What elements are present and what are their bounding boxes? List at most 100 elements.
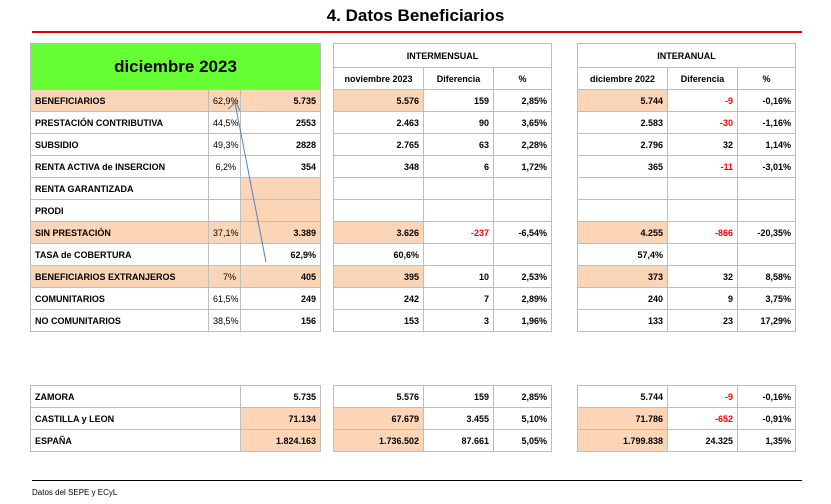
reference-value: 5.744 bbox=[577, 385, 668, 408]
col-header: noviembre 2023 bbox=[333, 67, 424, 90]
difference-value bbox=[667, 177, 738, 200]
table-row: COMUNITARIOS 61,5% 249 bbox=[30, 287, 321, 310]
table-row: ZAMORA 5.735 bbox=[30, 385, 321, 408]
table-row: 2.765 63 2,28% bbox=[333, 133, 553, 156]
row-value: 249 bbox=[240, 287, 321, 310]
row-label: RENTA ACTIVA de INSERCION bbox=[30, 155, 209, 178]
reference-value: 1.799.838 bbox=[577, 429, 668, 452]
reference-value bbox=[333, 199, 424, 222]
reference-value: 395 bbox=[333, 265, 424, 288]
percent-change: 1,14% bbox=[737, 133, 796, 156]
row-value: 5.735 bbox=[240, 89, 321, 112]
region-value: 5.735 bbox=[240, 385, 321, 408]
difference-value: 24.325 bbox=[667, 429, 738, 452]
reference-value: 373 bbox=[577, 265, 668, 288]
reference-value: 133 bbox=[577, 309, 668, 332]
row-value bbox=[240, 199, 321, 222]
table-row: TASA de COBERTURA 62,9% bbox=[30, 243, 321, 266]
reference-value: 5.576 bbox=[333, 385, 424, 408]
row-value bbox=[240, 177, 321, 200]
left-table: diciembre 2023 BENEFICIARIOS 62,9% 5.735 PR… bbox=[30, 43, 321, 332]
difference-value: -9 bbox=[667, 89, 738, 112]
percent-change: 8,58% bbox=[737, 265, 796, 288]
table-row: RENTA ACTIVA de INSERCION 6,2% 354 bbox=[30, 155, 321, 178]
percent-change bbox=[492, 199, 553, 222]
reference-value: 57,4% bbox=[577, 243, 668, 266]
reference-value: 67.679 bbox=[333, 407, 424, 430]
percent-change: -0,16% bbox=[737, 385, 796, 408]
reference-value: 3.626 bbox=[333, 221, 424, 244]
table-row: 1.736.502 87.661 5,05% bbox=[333, 429, 552, 452]
difference-value: 87.661 bbox=[423, 429, 494, 452]
row-label: SIN PRESTACIÓN bbox=[30, 221, 209, 244]
percent-change: -6,54% bbox=[492, 221, 553, 244]
table-row: SUBSIDIO 49,3% 2828 bbox=[30, 133, 321, 156]
percent-change bbox=[492, 243, 553, 266]
table-row: 153 3 1,96% bbox=[333, 309, 553, 332]
table-row: 365 -11 -3,01% bbox=[577, 155, 796, 178]
interanual-region-table: 5.744 -9 -0,16% 71.786 -652 -0,91% 1.799.838 24… bbox=[577, 385, 796, 452]
difference-value: -652 bbox=[667, 407, 738, 430]
percent-change: -0,16% bbox=[737, 89, 796, 112]
percent-change bbox=[737, 199, 796, 222]
difference-value: -11 bbox=[667, 155, 738, 178]
region-value: 1.824.163 bbox=[240, 429, 321, 452]
difference-value: 9 bbox=[667, 287, 738, 310]
table-row: PRODI bbox=[30, 199, 321, 222]
reference-value: 153 bbox=[333, 309, 424, 332]
percent-change: -3,01% bbox=[737, 155, 796, 178]
table-row: 71.786 -652 -0,91% bbox=[577, 407, 796, 430]
percent-change: -0,91% bbox=[737, 407, 796, 430]
row-percent bbox=[208, 199, 241, 222]
interanual-title: INTERANUAL bbox=[577, 43, 796, 68]
percent-change: 3,65% bbox=[492, 111, 553, 134]
region-label: CASTILLA y LEON bbox=[30, 407, 241, 430]
table-row bbox=[577, 177, 796, 200]
difference-value: -9 bbox=[667, 385, 738, 408]
row-label: PRODI bbox=[30, 199, 209, 222]
percent-change: 2,85% bbox=[492, 89, 553, 112]
reference-value: 2.796 bbox=[577, 133, 668, 156]
table-row: CASTILLA y LEON 71.134 bbox=[30, 407, 321, 430]
percent-change bbox=[492, 177, 553, 200]
reference-value: 71.786 bbox=[577, 407, 668, 430]
month-label: diciembre 2023 bbox=[30, 43, 321, 90]
percent-change: 1,96% bbox=[492, 309, 553, 332]
percent-change: 5,10% bbox=[493, 407, 552, 430]
left-region-table: ZAMORA 5.735 CASTILLA y LEON 71.134 ESPAÑA 1.… bbox=[30, 385, 321, 452]
difference-value: -237 bbox=[423, 221, 494, 244]
percent-change: 2,53% bbox=[492, 265, 553, 288]
row-label: RENTA GARANTIZADA bbox=[30, 177, 209, 200]
table-row: SIN PRESTACIÓN 37,1% 3.389 bbox=[30, 221, 321, 244]
table-row: 5.744 -9 -0,16% bbox=[577, 385, 796, 408]
reference-value: 240 bbox=[577, 287, 668, 310]
table-row: 1.799.838 24.325 1,35% bbox=[577, 429, 796, 452]
row-value: 62,9% bbox=[240, 243, 321, 266]
row-label: NO COMUNITARIOS bbox=[30, 309, 209, 332]
col-header: % bbox=[492, 67, 553, 90]
row-percent bbox=[208, 177, 241, 200]
difference-value: -866 bbox=[667, 221, 738, 244]
row-value: 3.389 bbox=[240, 221, 321, 244]
reference-value bbox=[577, 177, 668, 200]
table-row: 348 6 1,72% bbox=[333, 155, 553, 178]
percent-change bbox=[737, 177, 796, 200]
table-row: 242 7 2,89% bbox=[333, 287, 553, 310]
table-row: 2.796 32 1,14% bbox=[577, 133, 796, 156]
table-row: BENEFICIARIOS 62,9% 5.735 bbox=[30, 89, 321, 112]
reference-value bbox=[333, 177, 424, 200]
row-label: BENEFICIARIOS bbox=[30, 89, 209, 112]
percent-change: 17,29% bbox=[737, 309, 796, 332]
percent-change bbox=[737, 243, 796, 266]
title-rule bbox=[32, 31, 802, 33]
row-value: 156 bbox=[240, 309, 321, 332]
row-percent: 44,5% bbox=[208, 111, 241, 134]
percent-change: 2,28% bbox=[492, 133, 553, 156]
percent-change: 3,75% bbox=[737, 287, 796, 310]
percent-change: 1,35% bbox=[737, 429, 796, 452]
table-row: 133 23 17,29% bbox=[577, 309, 796, 332]
difference-value: 3.455 bbox=[423, 407, 494, 430]
row-label: BENEFICIARIOS EXTRANJEROS bbox=[30, 265, 209, 288]
reference-value: 5.744 bbox=[577, 89, 668, 112]
row-value: 2553 bbox=[240, 111, 321, 134]
